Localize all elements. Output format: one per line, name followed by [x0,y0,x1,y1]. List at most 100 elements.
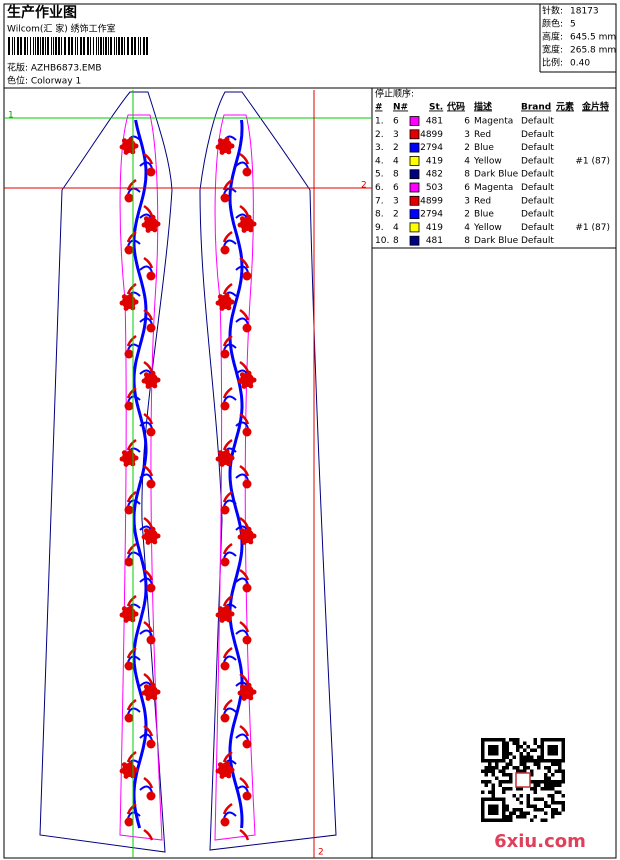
bar [53,37,54,55]
qr-module [561,755,565,759]
qr-module [551,748,555,752]
qr-module [488,811,492,815]
qr-module [519,745,523,749]
color-swatch [409,182,420,193]
stem [143,620,154,633]
petal [229,611,235,617]
leaf [235,629,249,637]
qr-module [502,808,506,812]
qr-module [488,818,492,822]
bar [110,37,112,55]
petal [133,143,139,149]
bar [40,37,41,55]
petal [239,528,245,534]
qr-module [540,755,544,759]
petal [123,773,129,779]
stitches: 481 [426,117,443,127]
stem [126,230,137,243]
stem [126,282,137,295]
qr-module [544,766,548,770]
petal [217,450,223,456]
petal [229,143,235,149]
qr-module [519,787,523,791]
qr-module [547,752,551,756]
qr-module [505,766,509,770]
bar [116,37,117,55]
qr-module [561,769,565,773]
petal [150,682,156,688]
flower [146,479,156,489]
qr-module [498,797,502,801]
flower [124,557,134,567]
petal [246,526,252,532]
stem [126,334,137,347]
flower [242,167,252,177]
petal [128,604,134,610]
row-number: 7. [375,196,384,206]
qr-module [558,801,562,805]
bar [146,37,148,55]
row-number: 4. [375,156,384,166]
sequin: #1 (87) [575,156,610,166]
petal [152,383,158,389]
qr-module [505,808,509,812]
qr-module [481,738,485,742]
qr-module [502,787,506,791]
qr-module [551,808,555,812]
row-number: 5. [375,170,384,180]
qr-module [530,787,534,791]
qr-module [558,762,562,766]
petal [217,606,223,612]
qr-module [551,787,555,791]
brand: Default [521,156,554,166]
stem [143,672,154,685]
petal [226,773,232,779]
petal [248,695,254,701]
qr-module [481,745,485,749]
petal [241,383,247,389]
needle: 4 [393,156,399,166]
qr-module [537,780,541,784]
qr-module [547,745,551,749]
qr-module [505,787,509,791]
qr-module [495,766,499,770]
flower [124,349,134,359]
qr-module [547,780,551,784]
info-value: 265.8 mm [570,46,616,56]
qr-module [509,762,513,766]
petal [229,299,235,305]
petal [143,372,149,378]
petal [145,383,151,389]
qr-module [558,738,562,742]
qr-module [481,797,485,801]
qr-module [481,769,485,773]
qr-module [502,811,506,815]
leaf [235,473,249,481]
petal [119,300,125,306]
qr-module [491,773,495,777]
qr-module [481,811,485,815]
qr-module [558,780,562,784]
qr-module [516,808,520,812]
leaf [139,473,153,481]
flower [242,427,252,437]
color-swatch [409,235,420,246]
qr-module [547,769,551,773]
qr-module [561,745,565,749]
leaf [223,551,237,559]
column-header: 元素 [556,101,574,113]
petal [123,149,129,155]
stem [222,646,233,659]
qr-module [512,766,516,770]
qr-module [554,783,558,787]
qr-module [498,769,502,773]
qr-module [484,769,488,773]
needle: 8 [393,236,399,246]
stem [239,724,250,737]
petal [224,604,230,610]
petal [215,144,221,150]
stem [239,256,250,269]
flower [220,661,230,671]
brand: Default [521,143,554,153]
leaf [223,343,237,351]
